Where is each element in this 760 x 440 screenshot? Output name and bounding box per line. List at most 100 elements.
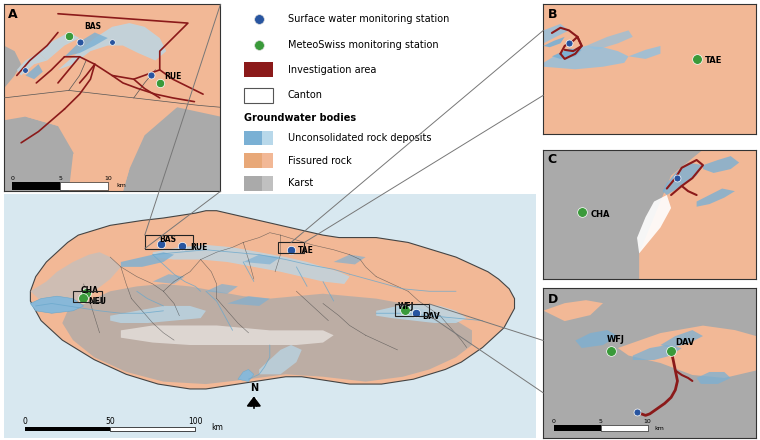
Polygon shape bbox=[618, 326, 756, 378]
Text: 5: 5 bbox=[599, 418, 603, 424]
Bar bbox=[25, 427, 110, 431]
Bar bbox=[245, 62, 274, 77]
Polygon shape bbox=[58, 23, 166, 70]
Bar bbox=[261, 153, 274, 168]
Text: km: km bbox=[116, 183, 126, 188]
Bar bbox=[395, 304, 429, 315]
Polygon shape bbox=[575, 330, 618, 348]
Polygon shape bbox=[4, 117, 80, 191]
Text: DAV: DAV bbox=[676, 338, 695, 347]
Text: DAV: DAV bbox=[423, 312, 440, 321]
Text: km: km bbox=[654, 425, 664, 431]
Polygon shape bbox=[697, 189, 735, 207]
Bar bbox=[245, 88, 274, 103]
Text: Surface water monitoring station: Surface water monitoring station bbox=[288, 15, 449, 24]
Polygon shape bbox=[703, 156, 739, 173]
Polygon shape bbox=[110, 306, 206, 323]
Polygon shape bbox=[334, 255, 366, 264]
Bar bbox=[601, 425, 648, 431]
Polygon shape bbox=[39, 33, 80, 60]
Text: 50: 50 bbox=[106, 417, 115, 425]
Polygon shape bbox=[206, 284, 238, 294]
Text: RUE: RUE bbox=[190, 243, 207, 252]
Polygon shape bbox=[660, 330, 703, 348]
Polygon shape bbox=[153, 274, 185, 284]
Polygon shape bbox=[639, 150, 756, 279]
Text: RUE: RUE bbox=[164, 72, 182, 81]
Text: D: D bbox=[548, 293, 558, 306]
Bar bbox=[245, 153, 261, 168]
Text: 10: 10 bbox=[104, 176, 112, 181]
Polygon shape bbox=[30, 296, 84, 313]
Polygon shape bbox=[227, 296, 270, 306]
Polygon shape bbox=[121, 252, 174, 267]
Polygon shape bbox=[65, 33, 108, 57]
Text: 0: 0 bbox=[552, 418, 556, 424]
Text: TAE: TAE bbox=[297, 246, 313, 256]
Text: Groundwater bodies: Groundwater bodies bbox=[245, 113, 356, 123]
Text: BAS: BAS bbox=[159, 235, 176, 244]
Polygon shape bbox=[123, 107, 220, 191]
Polygon shape bbox=[62, 284, 472, 384]
Polygon shape bbox=[637, 195, 671, 253]
Polygon shape bbox=[25, 94, 80, 126]
Polygon shape bbox=[552, 48, 581, 59]
Text: CHA: CHA bbox=[81, 286, 99, 294]
Polygon shape bbox=[248, 397, 260, 406]
Bar bbox=[261, 176, 274, 191]
Polygon shape bbox=[68, 135, 129, 191]
Polygon shape bbox=[80, 88, 134, 113]
Text: WFJ: WFJ bbox=[397, 302, 414, 311]
Polygon shape bbox=[30, 252, 121, 306]
Polygon shape bbox=[543, 300, 603, 321]
Bar bbox=[278, 242, 305, 253]
Text: Canton: Canton bbox=[288, 90, 323, 100]
Polygon shape bbox=[238, 370, 254, 381]
Bar bbox=[60, 182, 108, 190]
Polygon shape bbox=[17, 53, 47, 75]
Text: Investigation area: Investigation area bbox=[288, 65, 376, 75]
Bar bbox=[110, 427, 195, 431]
Polygon shape bbox=[543, 46, 629, 69]
Polygon shape bbox=[543, 37, 565, 47]
Polygon shape bbox=[663, 163, 703, 195]
Bar bbox=[261, 131, 274, 146]
Polygon shape bbox=[30, 211, 515, 389]
Text: NEU: NEU bbox=[88, 297, 106, 305]
Bar bbox=[12, 182, 60, 190]
Text: Unconsolidated rock deposits: Unconsolidated rock deposits bbox=[288, 133, 431, 143]
Polygon shape bbox=[80, 113, 134, 139]
Bar bbox=[73, 290, 102, 301]
Polygon shape bbox=[121, 326, 334, 345]
Text: C: C bbox=[548, 154, 557, 166]
Text: TAE: TAE bbox=[705, 56, 723, 65]
Text: CHA: CHA bbox=[591, 210, 610, 219]
Polygon shape bbox=[25, 64, 43, 79]
Text: N: N bbox=[250, 383, 258, 392]
Text: MeteoSwiss monitoring station: MeteoSwiss monitoring station bbox=[288, 40, 439, 50]
Polygon shape bbox=[633, 345, 682, 360]
Bar bbox=[245, 131, 261, 146]
Polygon shape bbox=[134, 75, 198, 117]
Text: WFJ: WFJ bbox=[607, 335, 625, 344]
Polygon shape bbox=[259, 345, 302, 374]
Polygon shape bbox=[697, 372, 730, 384]
Polygon shape bbox=[586, 30, 633, 50]
Polygon shape bbox=[376, 304, 467, 323]
Text: Karst: Karst bbox=[288, 179, 313, 188]
Text: 5: 5 bbox=[59, 176, 62, 181]
Polygon shape bbox=[543, 24, 569, 43]
Text: 0: 0 bbox=[11, 176, 14, 181]
Text: km: km bbox=[211, 423, 223, 432]
Text: B: B bbox=[548, 8, 557, 21]
Text: 0: 0 bbox=[23, 417, 27, 425]
Bar bbox=[554, 425, 601, 431]
Bar bbox=[145, 235, 193, 249]
Text: Fissured rock: Fissured rock bbox=[288, 156, 351, 166]
Polygon shape bbox=[243, 255, 280, 264]
Text: 100: 100 bbox=[188, 417, 203, 425]
Text: A: A bbox=[8, 8, 17, 21]
Polygon shape bbox=[4, 45, 21, 88]
Text: BAS: BAS bbox=[84, 22, 101, 31]
Bar bbox=[245, 176, 261, 191]
